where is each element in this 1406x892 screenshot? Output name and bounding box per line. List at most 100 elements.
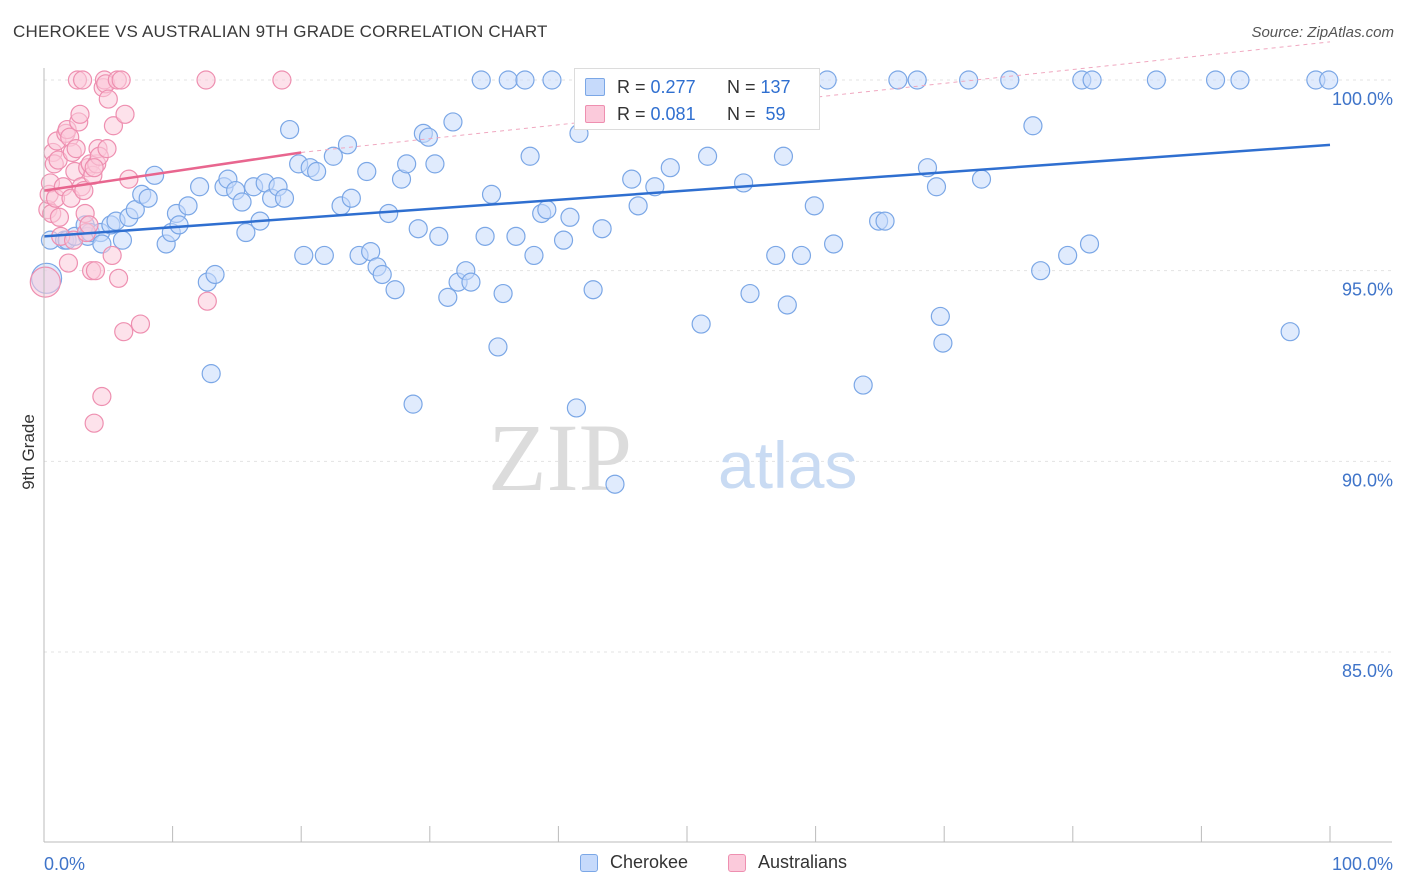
x-tick-label: 0.0% <box>44 854 85 874</box>
stats-row-australians: R = 0.081 N = 59 <box>575 101 821 127</box>
cherokee-point <box>520 146 540 166</box>
australians-point <box>196 70 216 90</box>
australians-point <box>130 314 151 334</box>
cherokee-point <box>605 474 625 494</box>
australians-point <box>102 245 122 266</box>
australians-point <box>29 266 61 298</box>
cherokee-point <box>875 211 895 231</box>
stats-r-label: R = <box>617 104 646 124</box>
legend-item-australians[interactable]: Australians <box>728 852 847 873</box>
cherokee-point <box>337 135 358 155</box>
stats-r-label: R = <box>617 77 646 97</box>
australians-point <box>70 104 90 124</box>
legend-swatch-australians <box>728 853 746 872</box>
cherokee-point <box>959 70 979 90</box>
chart-title: CHEROKEE VS AUSTRALIAN 9TH GRADE CORRELA… <box>13 22 548 41</box>
cherokee-point <box>733 173 754 193</box>
cherokee-point <box>971 169 992 189</box>
cherokee-point <box>1230 70 1250 90</box>
x-tick-label: 100.0% <box>1332 854 1393 874</box>
cherokee-point <box>560 207 580 227</box>
cherokee-point <box>592 219 612 239</box>
australians-point <box>108 268 129 288</box>
stats-n-value: 137 <box>760 77 791 97</box>
cherokee-point <box>622 169 642 189</box>
y-tick-label: 85.0% <box>1342 661 1393 681</box>
cherokee-point <box>357 161 377 182</box>
cherokee-point <box>773 146 794 166</box>
cherokee-point <box>524 245 544 266</box>
legend-swatch-cherokee <box>580 853 598 872</box>
cherokee-point <box>307 161 327 182</box>
cherokee-point <box>481 184 502 204</box>
cherokee-point <box>232 192 252 212</box>
cherokee-point <box>190 177 210 197</box>
cherokee-point <box>804 196 824 216</box>
cherokee-point <box>385 280 405 300</box>
cherokee-point <box>280 119 300 140</box>
cherokee-point <box>372 264 392 285</box>
watermark: ZIP atlas <box>488 404 857 511</box>
cherokee-point <box>425 154 445 174</box>
cherokee-point <box>274 188 295 208</box>
cherokee-point <box>515 70 535 90</box>
cherokee-point <box>314 245 334 266</box>
legend-label-cherokee: Cherokee <box>610 852 689 872</box>
australians-point <box>97 139 117 159</box>
cherokee-point <box>475 226 495 246</box>
australians-point <box>115 104 135 124</box>
stats-n-label: N = <box>727 104 756 124</box>
australians-point <box>272 70 292 90</box>
cherokee-point <box>542 70 562 90</box>
cherokee-trendline <box>43 143 1331 238</box>
cherokee-point <box>493 283 513 304</box>
cherokee-point <box>660 158 680 178</box>
australians-point <box>79 215 99 235</box>
cherokee-point <box>178 196 198 216</box>
cherokee-point <box>461 272 481 292</box>
australians-point <box>197 291 217 311</box>
cherokee-point <box>791 245 812 266</box>
stats-n-label: N = <box>727 77 756 97</box>
cherokee-point <box>1058 245 1078 266</box>
australians-point <box>98 89 118 109</box>
y-tick-label: 90.0% <box>1342 470 1393 490</box>
australians-trendline <box>43 151 302 192</box>
cherokee-point <box>205 264 225 285</box>
cherokee-point <box>853 375 873 395</box>
cherokee-point <box>506 226 526 246</box>
cherokee-point <box>397 154 417 174</box>
stats-row-cherokee: R = 0.277 N = 137 <box>575 74 821 100</box>
cherokee-point <box>766 245 786 266</box>
y-tick-label: 100.0% <box>1332 89 1393 109</box>
australians-point <box>92 386 112 407</box>
stats-swatch-cherokee <box>585 78 605 96</box>
cherokee-point <box>645 177 665 197</box>
legend-item-cherokee[interactable]: Cherokee <box>580 852 688 873</box>
cherokee-point <box>824 234 844 254</box>
australians-point <box>103 116 124 136</box>
cherokee-point <box>1146 70 1166 90</box>
cherokee-point <box>438 287 458 307</box>
legend: Cherokee Australians <box>0 852 1406 878</box>
australians-point <box>84 413 104 433</box>
cherokee-point <box>537 200 557 220</box>
stats-r-value: 0.277 <box>650 77 696 97</box>
stats-box: R = 0.277 N = 137 R = 0.081 N = 59 <box>574 68 820 130</box>
watermark-atlas: atlas <box>718 428 857 502</box>
australians-point <box>72 70 93 90</box>
cherokee-point <box>691 314 711 334</box>
cherokee-point <box>323 146 343 166</box>
legend-label-australians: Australians <box>758 852 848 872</box>
cherokee-point <box>933 333 953 353</box>
australians-point <box>85 261 106 281</box>
cherokee-point <box>907 70 927 90</box>
australians-point <box>49 207 70 227</box>
cherokee-point <box>488 337 508 357</box>
australians-point <box>114 322 134 342</box>
australians-point <box>58 253 79 273</box>
cherokee-point <box>138 188 158 208</box>
cherokee-point <box>583 280 603 300</box>
cherokee-point <box>341 188 361 208</box>
